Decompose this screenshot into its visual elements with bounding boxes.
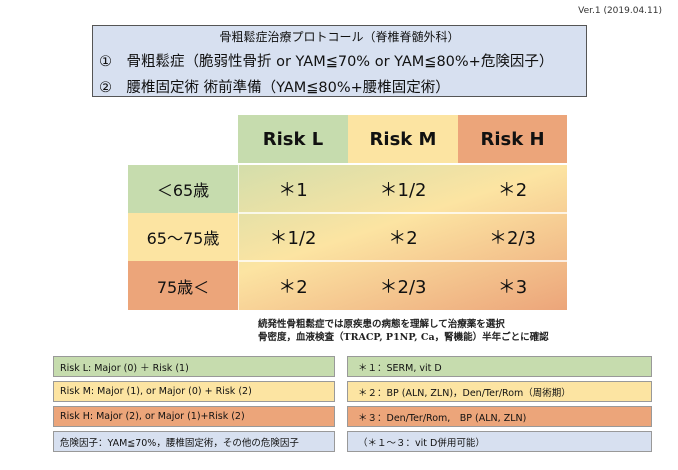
col-header-risk-l: Risk L — [238, 115, 348, 163]
col-header-risk-m: Risk M — [348, 115, 458, 163]
note-line-1: 続発性骨粗鬆症では原疾患の病態を理解して治療薬を選択 — [258, 319, 505, 330]
note-line-2: 骨密度，血液検査（TRACP, P1NP, Ca，腎機能）半年ごとに確認 — [258, 332, 549, 343]
cell-r1-risk-l: ＊1 — [278, 180, 308, 201]
cell-r3-risk-h: ＊3 — [497, 276, 528, 298]
cell-r1-risk-h: ＊2 — [497, 180, 528, 201]
legend-drug-3: ＊３：Den/Ter/Rom, BP (ALN, ZLN) — [347, 406, 652, 427]
legend-risk-m: Risk M: Major (1), or Major (0) + Risk (… — [53, 381, 335, 402]
cell-r3-risk-m: ＊2/3 — [379, 276, 427, 298]
cell-r2-risk-l: ＊1/2 — [269, 228, 317, 249]
cell-r1-risk-m: ＊1/2 — [379, 180, 427, 201]
indication-1: ① 骨粗鬆症（脆弱性骨折 or YAM≦70% or YAM≦80%+危険因子） — [99, 54, 554, 70]
protocol-title-box: 骨粗鬆症治療プロトコール（脊椎脊髄外科） ① 骨粗鬆症（脆弱性骨折 or YAM… — [92, 25, 587, 97]
row-label-under-65: ＜65歳 — [128, 165, 238, 213]
protocol-heading: 骨粗鬆症治療プロトコール（脊椎脊髄外科） — [219, 30, 460, 44]
cell-r2-risk-h: ＊2/3 — [489, 228, 536, 249]
row-label-65-75: 65〜75歳 — [128, 213, 238, 261]
legend-risk-h: Risk H: Major (2), or Major (1)+Risk (2) — [53, 406, 335, 427]
legend-risk-l: Risk L: Major (0) ＋ Risk (1) — [53, 356, 335, 377]
legend-drug-2: ＊２：BP (ALN, ZLN)，Den/Ter/Rom（周術期） — [347, 381, 652, 402]
indication-2: ② 腰椎固定術 術前準備（YAM≦80%+腰椎固定術） — [99, 80, 450, 96]
cell-r3-risk-l: ＊2 — [278, 276, 308, 298]
version-label: Ver.1 (2019.04.11) — [578, 6, 662, 16]
legend-vitd-note: （＊１〜３：vit D併用可能） — [347, 431, 652, 452]
treatment-note: 続発性骨粗鬆症では原疾患の病態を理解して治療薬を選択 骨密度，血液検査（TRAC… — [258, 318, 549, 344]
cell-r2-risk-m: ＊2 — [388, 228, 418, 249]
legend-drug-1: ＊１：SERM, vit D — [347, 356, 652, 377]
row-label-over-75: 75歳＜ — [128, 261, 238, 310]
col-header-risk-h: Risk H — [458, 115, 567, 163]
legend-risk-factors: 危険因子：YAM≦70%，腰椎固定術，その他の危険因子 — [53, 431, 335, 452]
